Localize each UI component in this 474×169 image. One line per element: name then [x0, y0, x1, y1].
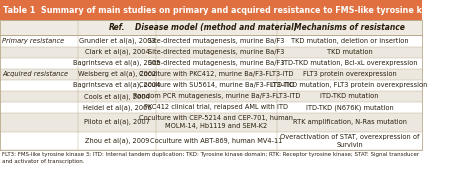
Text: ITD-TKD mutation, FLT3 protein overexpression: ITD-TKD mutation, FLT3 protein overexpre…	[271, 82, 428, 88]
Text: Weisberg et al(a), 2002: Weisberg et al(a), 2002	[78, 71, 156, 77]
Text: Zhou et al(a), 2009: Zhou et al(a), 2009	[85, 138, 149, 144]
Text: Ref.: Ref.	[109, 23, 126, 32]
Text: Site-directed mutagenesis, murine Ba/F3: Site-directed mutagenesis, murine Ba/F3	[148, 38, 285, 44]
Bar	[0, 0, 422, 20]
Text: FLT3: FMS-like tyrosine kinase 3; ITD: Internal tandem duplication; TKD: Tyrosin: FLT3: FMS-like tyrosine kinase 3; ITD: I…	[2, 152, 419, 164]
Text: Piloto et al(a), 2007: Piloto et al(a), 2007	[84, 119, 150, 125]
Bar	[0, 58, 422, 69]
Text: PKC412 clinical trial, relapsed AML with ITD: PKC412 clinical trial, relapsed AML with…	[145, 104, 289, 110]
Text: Bagrintseva et al(a), 2005: Bagrintseva et al(a), 2005	[73, 60, 161, 66]
Text: TKD mutation, deletion or insertion: TKD mutation, deletion or insertion	[291, 38, 408, 44]
Text: Cools et al(a), 2004: Cools et al(a), 2004	[84, 93, 150, 100]
Text: Heidel et al(a), 2006: Heidel et al(a), 2006	[83, 104, 152, 111]
Bar	[0, 113, 422, 132]
Text: Clark et al(a), 2004: Clark et al(a), 2004	[85, 49, 150, 55]
Text: RTK amplification, N-Ras mutation: RTK amplification, N-Ras mutation	[292, 119, 407, 125]
Bar	[0, 91, 422, 102]
Text: Grundler et al(a), 2003: Grundler et al(a), 2003	[79, 38, 155, 44]
Text: Coculture with PKC412, murine Ba/F3-FLT3-ITD: Coculture with PKC412, murine Ba/F3-FLT3…	[139, 71, 294, 77]
Text: Table 1  Summary of main studies on primary and acquired resistance to FMS-like : Table 1 Summary of main studies on prima…	[3, 6, 474, 15]
Text: TKD mutation: TKD mutation	[327, 49, 373, 55]
Text: Bagrintseva et al(a), 2004: Bagrintseva et al(a), 2004	[73, 82, 161, 88]
Text: Overactivation of STAT, overexpression of
Survivin: Overactivation of STAT, overexpression o…	[280, 134, 419, 148]
Bar	[0, 20, 422, 35]
Text: Primary resistance: Primary resistance	[2, 38, 64, 44]
Bar	[0, 80, 422, 91]
Text: Coculture with SU5614, murine Ba/F3-FLT3-ITD: Coculture with SU5614, murine Ba/F3-FLT3…	[139, 82, 294, 88]
Bar	[0, 46, 422, 58]
Text: ITD-TKD mutation: ITD-TKD mutation	[320, 93, 379, 99]
Text: Acquired resistance: Acquired resistance	[2, 71, 68, 77]
Text: Coculture with ABT-869, human MV4-11: Coculture with ABT-869, human MV4-11	[150, 138, 283, 144]
Bar	[0, 102, 422, 113]
Text: ITD-TKD mutation, Bcl-xL overexpression: ITD-TKD mutation, Bcl-xL overexpression	[282, 60, 417, 66]
Text: Disease model (method and material): Disease model (method and material)	[136, 23, 298, 32]
Bar	[0, 35, 422, 46]
Text: ITD-TKD (N676K) mutation: ITD-TKD (N676K) mutation	[306, 104, 393, 111]
Text: Coculture with CEP-5214 and CEP-701, human
MOLM-14, Hb1119 and SEM-K2: Coculture with CEP-5214 and CEP-701, hum…	[139, 115, 293, 129]
Bar	[0, 132, 422, 150]
Text: Site-directed mutagenesis, murine Ba/F3: Site-directed mutagenesis, murine Ba/F3	[148, 60, 285, 66]
Text: Random PCR mutagenesis, murine Ba/F3-FLT3-ITD: Random PCR mutagenesis, murine Ba/F3-FLT…	[133, 93, 300, 99]
Text: Site-directed mutagenesis, murine Ba/F3: Site-directed mutagenesis, murine Ba/F3	[148, 49, 285, 55]
Text: Mechanisms of resistance: Mechanisms of resistance	[294, 23, 405, 32]
Bar	[0, 69, 422, 80]
Text: FLT3 protein overexpression: FLT3 protein overexpression	[303, 71, 396, 77]
